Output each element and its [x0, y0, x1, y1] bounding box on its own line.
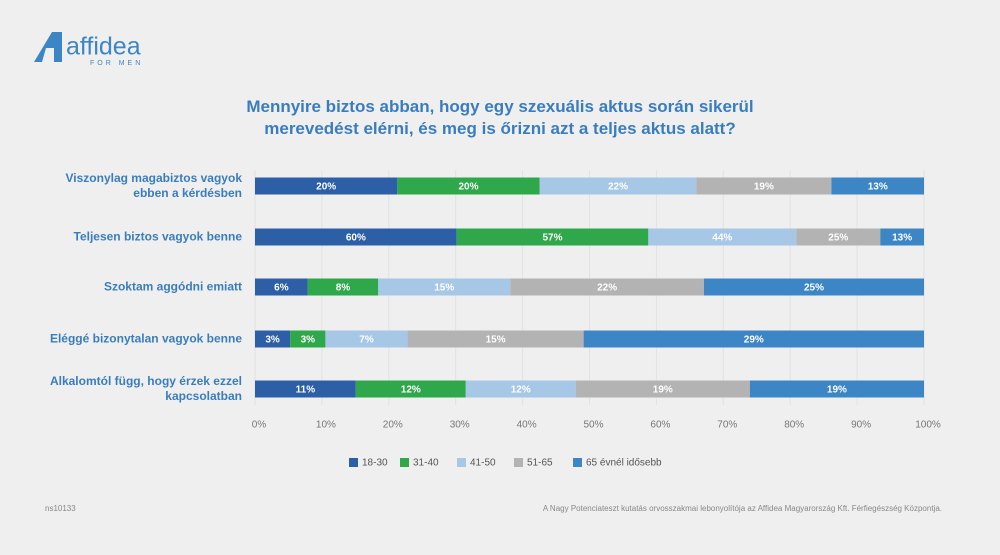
- footer-note: A Nagy Potenciateszt kutatás orvosszakma…: [543, 504, 942, 513]
- logo-name: affidea: [66, 33, 141, 61]
- bar-segment: [831, 177, 924, 195]
- x-tick-label: 50%: [583, 420, 603, 431]
- bar-segment: [539, 177, 697, 195]
- data-label: 12%: [401, 385, 421, 396]
- data-label: 11%: [296, 385, 316, 396]
- x-tick-label: 60%: [650, 420, 670, 431]
- bar-segment: [255, 330, 291, 348]
- category-label: Szoktam aggódni emiatt: [103, 279, 242, 294]
- x-tick-label: 70%: [717, 420, 737, 431]
- x-tick-label: 80%: [784, 420, 804, 431]
- x-tick-label: 90%: [851, 420, 871, 431]
- footer-code: ns10133: [45, 504, 76, 513]
- logo-icon: [34, 32, 62, 62]
- data-label: 3%: [265, 335, 280, 346]
- bar-segment: [255, 177, 398, 195]
- legend-swatch: [400, 458, 409, 467]
- x-tick-label: 20%: [383, 420, 403, 431]
- data-label: 57%: [543, 233, 563, 244]
- bar-segment: [796, 228, 881, 246]
- bar-segment: [355, 380, 466, 398]
- data-label: 44%: [712, 233, 732, 244]
- bar-segment: [648, 228, 797, 246]
- bar-segment: [397, 177, 540, 195]
- bar-segment: [255, 380, 356, 398]
- legend-label: 18-30: [362, 458, 388, 469]
- data-label: 19%: [653, 385, 673, 396]
- data-label: 20%: [316, 182, 336, 193]
- data-label: 6%: [274, 283, 289, 294]
- bar-segment: [703, 278, 924, 296]
- bar-segment: [290, 330, 326, 348]
- data-label: 3%: [301, 335, 316, 346]
- data-label: 15%: [434, 283, 454, 294]
- bar-segment: [255, 278, 308, 296]
- bar-segment: [583, 330, 924, 348]
- data-label: 20%: [459, 182, 479, 193]
- bar-segment: [696, 177, 832, 195]
- bar-segment: [749, 380, 924, 398]
- data-label: 8%: [336, 283, 351, 294]
- category-label: Eléggé bizonytalan vagyok benne: [49, 331, 242, 346]
- legend-label: 31-40: [413, 458, 439, 469]
- data-label: 7%: [359, 335, 374, 346]
- x-tick-label: 0%: [252, 420, 267, 431]
- data-label: 13%: [868, 182, 888, 193]
- bar-segment: [575, 380, 750, 398]
- data-label: 13%: [892, 233, 912, 244]
- legend-swatch: [573, 458, 582, 467]
- category-label: Viszonylag magabiztos vagyok ebben a kér…: [65, 171, 242, 200]
- data-label: 29%: [744, 335, 764, 346]
- bar-segment: [510, 278, 704, 296]
- bar-segment: [255, 228, 457, 246]
- legend-label: 41-50: [470, 458, 496, 469]
- x-tick-label: 10%: [316, 420, 336, 431]
- data-label: 25%: [828, 233, 848, 244]
- category-label: Alkalomtól függ, hogy érzek ezzel kapcso…: [49, 374, 242, 403]
- data-label: 15%: [486, 335, 506, 346]
- data-label: 19%: [754, 182, 774, 193]
- chart-title: Mennyire biztos abban, hogy egy szexuáli…: [246, 97, 754, 138]
- legend-label: 51-65: [527, 458, 553, 469]
- x-tick-label: 30%: [450, 420, 470, 431]
- x-tick-label: 100%: [915, 420, 941, 431]
- bar-segment: [325, 330, 408, 348]
- legend-swatch: [514, 458, 523, 467]
- bar-segment: [378, 278, 511, 296]
- legend-swatch: [457, 458, 466, 467]
- bar-segment: [880, 228, 924, 246]
- bar-segment: [456, 228, 649, 246]
- bar-segment: [307, 278, 379, 296]
- category-label: Teljesen biztos vagyok benne: [73, 229, 243, 244]
- legend-label: 65 évnél idősebb: [586, 458, 662, 469]
- data-label: 12%: [511, 385, 531, 396]
- x-tick-label: 40%: [517, 420, 537, 431]
- data-label: 22%: [597, 283, 617, 294]
- data-label: 19%: [827, 385, 847, 396]
- bar-segment: [407, 330, 584, 348]
- data-label: 25%: [804, 283, 824, 294]
- logo-tagline: FOR MEN: [90, 60, 143, 67]
- bar-segment: [465, 380, 576, 398]
- data-label: 60%: [346, 233, 366, 244]
- data-label: 22%: [608, 182, 628, 193]
- legend-swatch: [349, 458, 358, 467]
